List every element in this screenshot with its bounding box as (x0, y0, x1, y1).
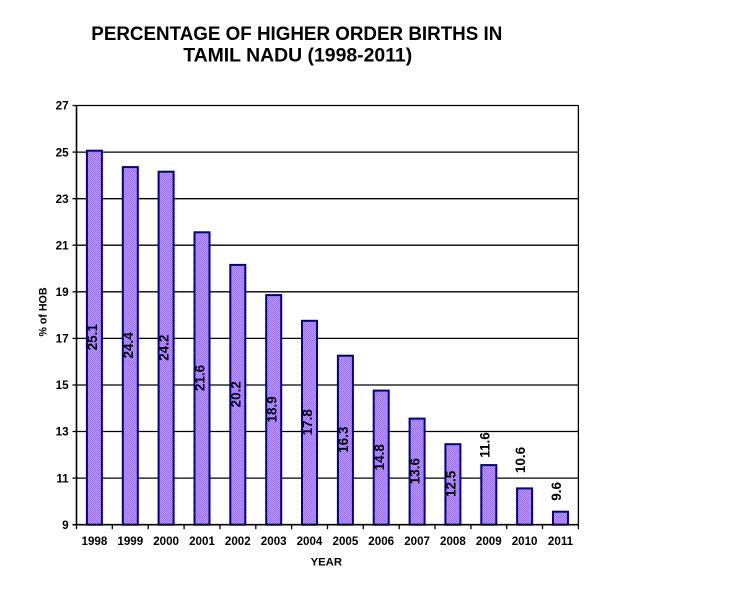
svg-text:13: 13 (56, 426, 70, 439)
svg-text:11: 11 (56, 472, 69, 485)
svg-text:21: 21 (56, 239, 70, 252)
svg-text:12.5: 12.5 (444, 470, 459, 497)
svg-text:TAMIL NADU (1998-2011): TAMIL NADU (1998-2011) (183, 45, 412, 67)
svg-text:19: 19 (56, 286, 70, 299)
svg-text:15: 15 (56, 379, 70, 392)
svg-text:18.9: 18.9 (264, 396, 279, 422)
svg-text:21.6: 21.6 (193, 364, 208, 391)
svg-text:20.2: 20.2 (228, 381, 243, 407)
svg-text:2000: 2000 (153, 535, 179, 548)
svg-text:2003: 2003 (261, 535, 287, 548)
svg-text:16.3: 16.3 (336, 426, 351, 453)
svg-text:2002: 2002 (225, 535, 251, 548)
svg-text:2010: 2010 (512, 535, 538, 548)
svg-text:27: 27 (56, 100, 69, 113)
svg-text:PERCENTAGE OF HIGHER ORDER BIR: PERCENTAGE OF HIGHER ORDER BIRTHS IN (91, 23, 502, 45)
svg-text:1999: 1999 (117, 535, 143, 548)
svg-text:2007: 2007 (404, 535, 430, 548)
svg-text:24.2: 24.2 (157, 335, 172, 361)
svg-text:% of HOB: % of HOB (38, 288, 50, 337)
svg-text:2004: 2004 (297, 535, 323, 548)
svg-text:13.6: 13.6 (408, 457, 423, 484)
svg-text:9.6: 9.6 (549, 482, 564, 501)
svg-text:2001: 2001 (189, 535, 215, 548)
svg-text:25: 25 (56, 146, 70, 159)
svg-text:17.8: 17.8 (300, 409, 315, 436)
svg-text:YEAR: YEAR (311, 557, 342, 569)
svg-text:1998: 1998 (82, 535, 108, 548)
svg-text:2008: 2008 (440, 535, 466, 548)
svg-text:23: 23 (56, 193, 70, 206)
svg-text:10.6: 10.6 (513, 446, 528, 473)
svg-text:2006: 2006 (368, 535, 394, 548)
svg-text:11.6: 11.6 (478, 432, 493, 458)
svg-text:2011: 2011 (548, 535, 574, 548)
svg-text:24.4: 24.4 (121, 332, 136, 359)
svg-text:2005: 2005 (333, 535, 359, 548)
svg-text:14.8: 14.8 (372, 444, 387, 471)
svg-text:9: 9 (62, 519, 69, 532)
svg-text:25.1: 25.1 (85, 324, 100, 351)
svg-text:17: 17 (56, 333, 69, 346)
svg-text:2009: 2009 (476, 535, 502, 548)
